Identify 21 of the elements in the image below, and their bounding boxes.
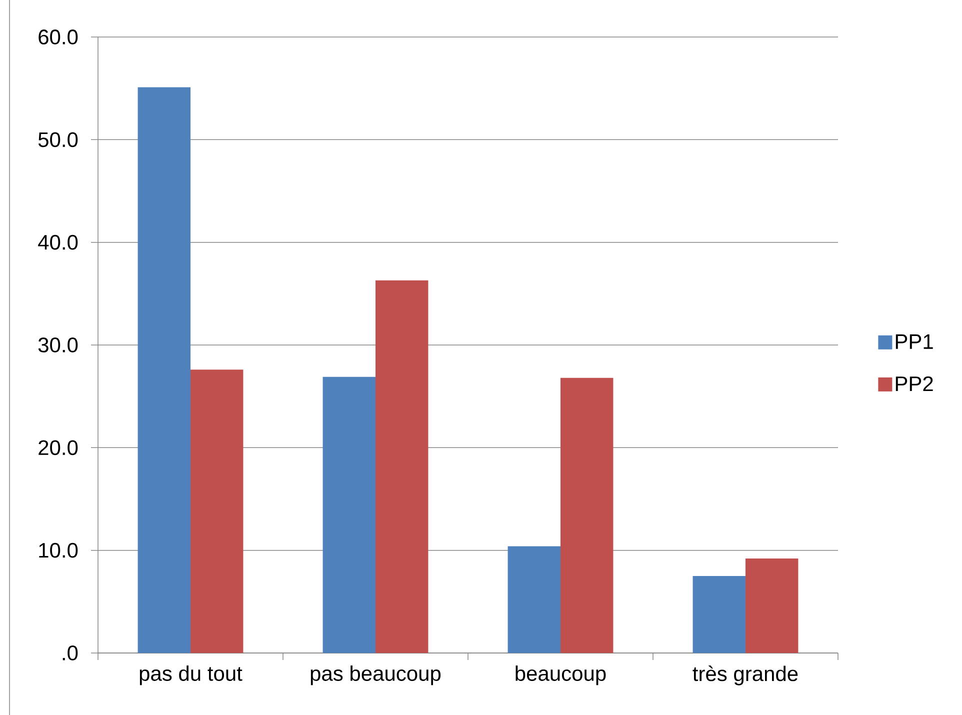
y-tick-label: 30.0 bbox=[38, 338, 78, 352]
x-tick-label: pas du tout bbox=[140, 666, 242, 686]
x-tick-label: très grande bbox=[692, 666, 798, 686]
bar bbox=[376, 280, 428, 653]
bar bbox=[745, 558, 798, 653]
y-tick-label: 40.0 bbox=[38, 234, 78, 250]
bar bbox=[508, 546, 560, 653]
y-tick-label: 20.0 bbox=[38, 440, 78, 456]
y-tick-label: 50.0 bbox=[38, 132, 78, 148]
legend-label: PP2 bbox=[896, 376, 933, 392]
y-tick-label: 10.0 bbox=[39, 542, 78, 558]
y-tick-label: .0 bbox=[62, 646, 78, 660]
y-tick-label: 60.0 bbox=[38, 30, 78, 44]
legend-label: PP1 bbox=[896, 334, 933, 349]
bar bbox=[692, 576, 746, 653]
x-tick-label: beaucoup bbox=[516, 666, 606, 686]
x-tick-label: pas beaucoup bbox=[310, 666, 441, 686]
bar bbox=[190, 370, 244, 653]
bar bbox=[322, 376, 376, 653]
bar bbox=[138, 87, 191, 653]
bar bbox=[560, 378, 614, 653]
